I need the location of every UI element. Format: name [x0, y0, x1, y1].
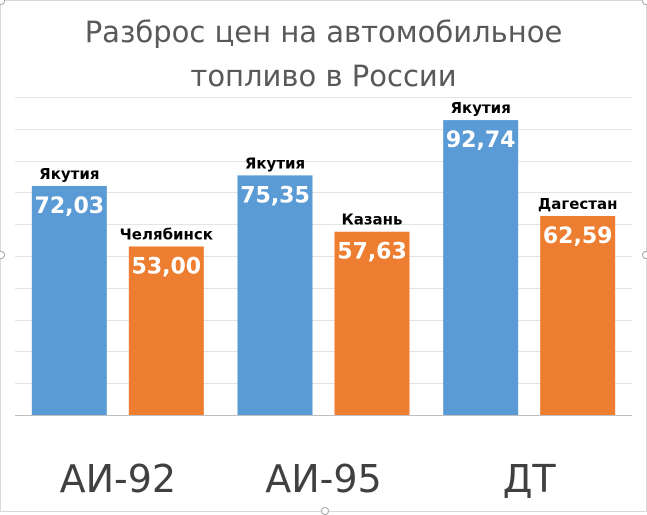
- data-label-value: 92,74: [446, 128, 516, 153]
- data-label-region: Казань: [341, 211, 402, 229]
- bar-аи-95-series-1: [237, 175, 313, 415]
- data-label-value: 57,63: [337, 240, 407, 265]
- x-axis-tick-label: ДТ: [503, 457, 557, 501]
- chart-title-line-2: топливо в России: [190, 59, 457, 93]
- data-label-value: 75,35: [240, 183, 310, 208]
- bar-аи-92-series-2: [128, 246, 204, 415]
- bar-аи-92-series-1: [31, 185, 107, 415]
- resize-handle-top-right[interactable]: [642, 0, 647, 5]
- data-label-region: Челябинск: [120, 225, 213, 243]
- resize-handle-top-left[interactable]: [0, 0, 5, 5]
- data-label-value: 62,59: [543, 224, 613, 249]
- resize-handle-right[interactable]: [642, 251, 647, 259]
- data-label-value: 53,00: [132, 254, 202, 279]
- data-label-value: 72,03: [35, 194, 105, 219]
- data-label-region: Дагестан: [538, 195, 618, 213]
- data-label-region: Якутия: [245, 154, 305, 172]
- chart-title: Разброс цен на автомобильное топливо в Р…: [0, 10, 647, 98]
- x-axis-tick-label: АИ-92: [60, 457, 177, 501]
- bar-аи-95-series-2: [334, 231, 410, 415]
- data-label-region: Якутия: [39, 165, 99, 183]
- bar-дт-series-1: [443, 120, 519, 416]
- data-label-region: Якутия: [450, 99, 510, 117]
- resize-handle-left[interactable]: [0, 251, 5, 259]
- x-axis-tick-label: АИ-95: [265, 457, 382, 501]
- bar-дт-series-2: [540, 215, 616, 415]
- chart-title-line-1: Разброс цен на автомобильное: [84, 15, 563, 49]
